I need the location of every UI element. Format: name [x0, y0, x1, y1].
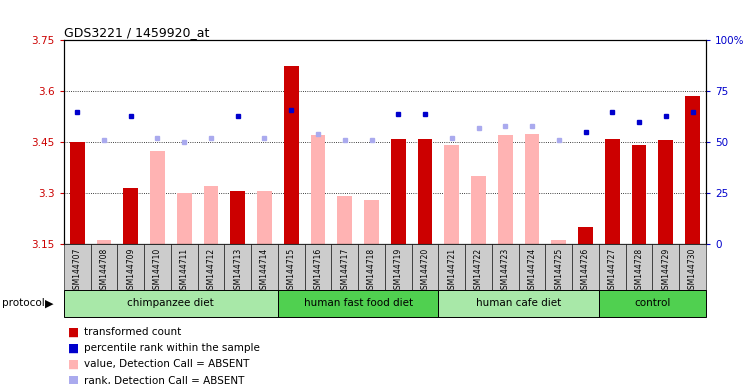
Text: GSM144723: GSM144723 — [501, 248, 510, 294]
Text: GSM144712: GSM144712 — [207, 248, 216, 294]
Text: protocol: protocol — [2, 298, 45, 308]
Bar — [572, 244, 599, 290]
Bar — [70, 142, 85, 244]
Text: GSM144711: GSM144711 — [179, 248, 189, 294]
Bar — [679, 244, 706, 290]
Bar — [251, 244, 278, 290]
Bar — [144, 244, 170, 290]
Text: transformed count: transformed count — [84, 327, 181, 337]
Text: GSM144720: GSM144720 — [421, 248, 430, 294]
Bar — [331, 244, 358, 290]
Bar — [525, 134, 539, 244]
Bar — [305, 244, 331, 290]
Text: ■: ■ — [68, 342, 79, 355]
Bar — [64, 290, 278, 317]
Bar — [412, 244, 439, 290]
Bar — [171, 244, 198, 290]
Text: GSM144713: GSM144713 — [234, 248, 243, 294]
Bar — [64, 244, 91, 290]
Bar — [599, 290, 706, 317]
Text: GSM144721: GSM144721 — [448, 248, 457, 294]
Bar — [278, 290, 439, 317]
Text: ▶: ▶ — [45, 298, 53, 308]
Text: GSM144719: GSM144719 — [394, 248, 403, 294]
Text: GSM144726: GSM144726 — [581, 248, 590, 294]
Text: GSM144716: GSM144716 — [313, 248, 322, 294]
Bar — [117, 244, 144, 290]
Text: GSM144722: GSM144722 — [474, 248, 483, 294]
Bar — [225, 244, 251, 290]
Bar — [685, 96, 700, 244]
Bar — [91, 244, 117, 290]
Bar — [465, 244, 492, 290]
Bar — [358, 244, 385, 290]
Text: GSM144730: GSM144730 — [688, 248, 697, 294]
Bar — [653, 244, 679, 290]
Text: GSM144707: GSM144707 — [73, 248, 82, 294]
Bar — [659, 141, 673, 244]
Bar — [231, 191, 245, 244]
Bar — [284, 66, 299, 244]
Text: GSM144717: GSM144717 — [340, 248, 349, 294]
Bar — [439, 244, 465, 290]
Text: GSM144714: GSM144714 — [260, 248, 269, 294]
Bar — [445, 146, 459, 244]
Text: GSM144729: GSM144729 — [662, 248, 671, 294]
Bar — [177, 193, 192, 244]
Bar — [385, 244, 412, 290]
Text: GSM144718: GSM144718 — [367, 248, 376, 294]
Bar — [97, 240, 111, 244]
Bar — [364, 200, 379, 244]
Text: human cafe diet: human cafe diet — [476, 298, 561, 308]
Bar — [632, 146, 647, 244]
Bar — [311, 135, 325, 244]
Bar — [599, 244, 626, 290]
Bar — [498, 135, 513, 244]
Bar — [439, 290, 599, 317]
Text: control: control — [635, 298, 671, 308]
Text: GSM144715: GSM144715 — [287, 248, 296, 294]
Bar — [391, 139, 406, 244]
Text: GDS3221 / 1459920_at: GDS3221 / 1459920_at — [64, 26, 210, 39]
Bar — [204, 186, 219, 244]
Text: GSM144708: GSM144708 — [99, 248, 108, 294]
Bar — [551, 240, 566, 244]
Text: GSM144728: GSM144728 — [635, 248, 644, 294]
Bar — [605, 139, 620, 244]
Bar — [578, 227, 593, 244]
Text: GSM144709: GSM144709 — [126, 248, 135, 294]
Text: GSM144725: GSM144725 — [554, 248, 563, 294]
Bar — [418, 139, 433, 244]
Text: chimpanzee diet: chimpanzee diet — [128, 298, 214, 308]
Bar — [278, 244, 305, 290]
Bar — [123, 188, 138, 244]
Text: ■: ■ — [68, 374, 79, 384]
Bar — [150, 151, 164, 244]
Text: value, Detection Call = ABSENT: value, Detection Call = ABSENT — [84, 359, 249, 369]
Bar — [471, 176, 486, 244]
Bar — [626, 244, 653, 290]
Text: GSM144710: GSM144710 — [153, 248, 162, 294]
Bar — [257, 191, 272, 244]
Text: ■: ■ — [68, 358, 79, 371]
Bar — [337, 196, 352, 244]
Bar — [545, 244, 572, 290]
Text: rank, Detection Call = ABSENT: rank, Detection Call = ABSENT — [84, 376, 245, 384]
Text: GSM144724: GSM144724 — [527, 248, 536, 294]
Text: GSM144727: GSM144727 — [608, 248, 617, 294]
Bar — [198, 244, 225, 290]
Text: human fast food diet: human fast food diet — [303, 298, 413, 308]
Bar — [519, 244, 545, 290]
Text: ■: ■ — [68, 326, 79, 339]
Text: percentile rank within the sample: percentile rank within the sample — [84, 343, 260, 353]
Bar — [492, 244, 519, 290]
